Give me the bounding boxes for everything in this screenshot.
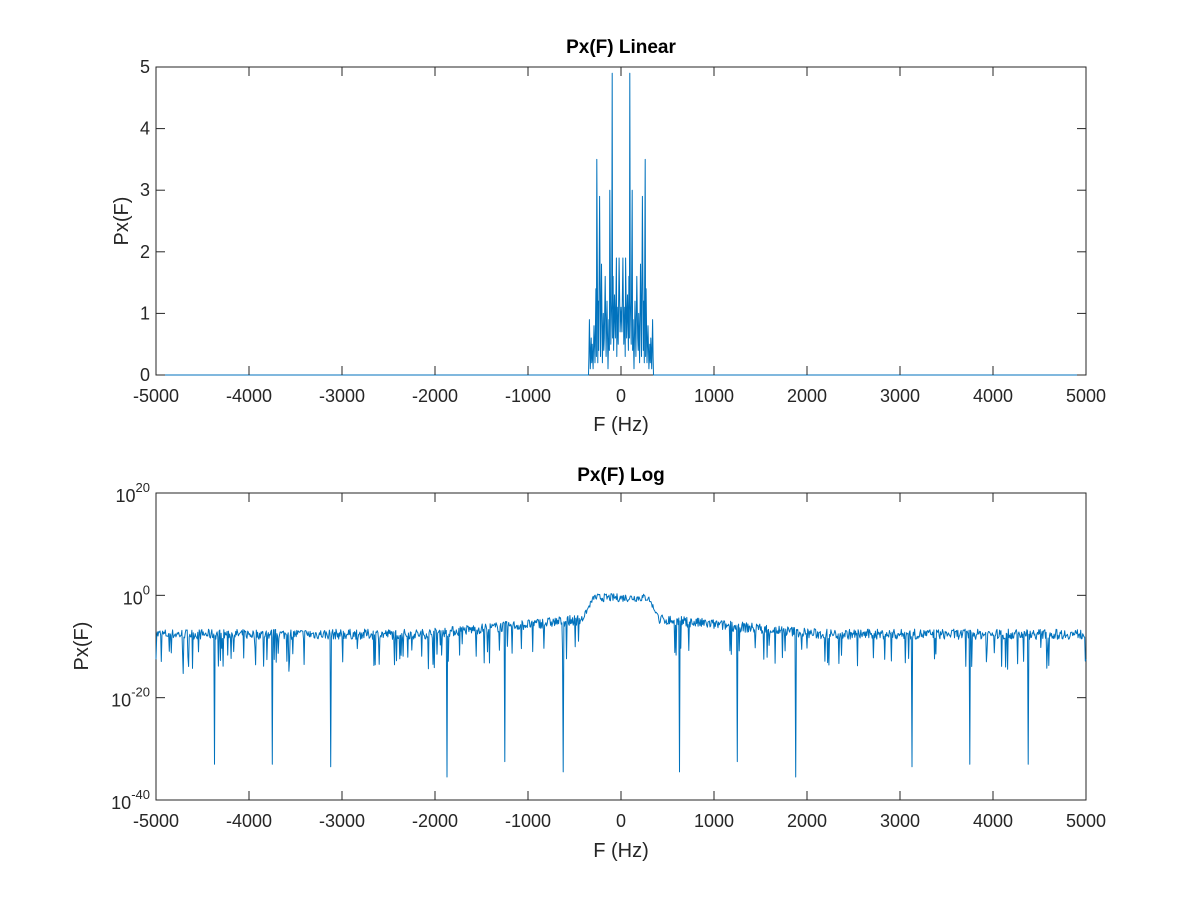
log-plot-title: Px(F) Log <box>577 465 665 486</box>
x-tick-label: -4000 <box>226 386 272 406</box>
linear-plot-title: Px(F) Linear <box>566 37 676 58</box>
x-tick-label: 2000 <box>787 811 827 831</box>
x-tick-label: 1000 <box>694 386 734 406</box>
x-tick-label: 2000 <box>787 386 827 406</box>
x-tick-label: 0 <box>616 811 626 831</box>
x-tick-label: -2000 <box>412 386 458 406</box>
y-tick-label: 0 <box>140 365 150 385</box>
log-plot-trace <box>155 593 1087 778</box>
y-tick-label: 10-40 <box>111 787 150 813</box>
x-tick-label: -3000 <box>319 386 365 406</box>
x-tick-label: -5000 <box>133 811 179 831</box>
x-tick-label: 5000 <box>1066 386 1106 406</box>
log-plot-ylabel: Px(F) <box>71 622 93 671</box>
x-tick-label: -5000 <box>133 386 179 406</box>
y-tick-label: 1020 <box>116 480 151 506</box>
x-tick-label: 0 <box>616 386 626 406</box>
y-tick-label: 4 <box>140 119 150 139</box>
y-tick-label: 10-20 <box>111 685 150 711</box>
x-tick-label: 1000 <box>694 811 734 831</box>
linear-plot-xlabel: F (Hz) <box>593 414 649 436</box>
y-tick-label: 5 <box>140 57 150 77</box>
linear-plot-trace <box>156 72 1086 376</box>
linear-plot-x-ticks: -5000 -4000 -3000 -2000 -1000 0 1000 2000 3000 40… <box>133 67 1106 406</box>
x-tick-label: 3000 <box>880 811 920 831</box>
linear-plot-axes: Px(F) Linear -5000 -4000 -3000 -2000 -1000 0 1… <box>111 37 1106 436</box>
linear-plot-ylabel: Px(F) <box>111 197 133 246</box>
log-plot-x-ticks: -5000 -4000 -3000 -2000 -1000 0 1000 2000 3000 40… <box>133 493 1106 831</box>
log-plot-xlabel: F (Hz) <box>593 840 649 862</box>
x-tick-label: 4000 <box>973 811 1013 831</box>
x-tick-label: -1000 <box>505 811 551 831</box>
x-tick-label: -1000 <box>505 386 551 406</box>
log-plot-frame <box>155 492 1087 801</box>
y-tick-label: 1 <box>140 303 150 323</box>
x-tick-label: -2000 <box>412 811 458 831</box>
x-tick-label: -4000 <box>226 811 272 831</box>
linear-plot-frame <box>155 66 1087 376</box>
x-tick-label: -3000 <box>319 811 365 831</box>
x-tick-label: 5000 <box>1066 811 1106 831</box>
log-plot-y-ticks: 10-40 10-20 100 1020 <box>111 480 1086 813</box>
x-tick-label: 3000 <box>880 386 920 406</box>
x-tick-label: 4000 <box>973 386 1013 406</box>
y-tick-label: 3 <box>140 180 150 200</box>
linear-plot-y-ticks: 0 1 2 3 4 5 <box>140 57 1086 385</box>
y-tick-label: 2 <box>140 242 150 262</box>
y-tick-label: 100 <box>123 582 150 608</box>
log-plot-axes: Px(F) Log -5000 -4000 -3000 -2000 -1000 0 1000… <box>71 465 1106 862</box>
